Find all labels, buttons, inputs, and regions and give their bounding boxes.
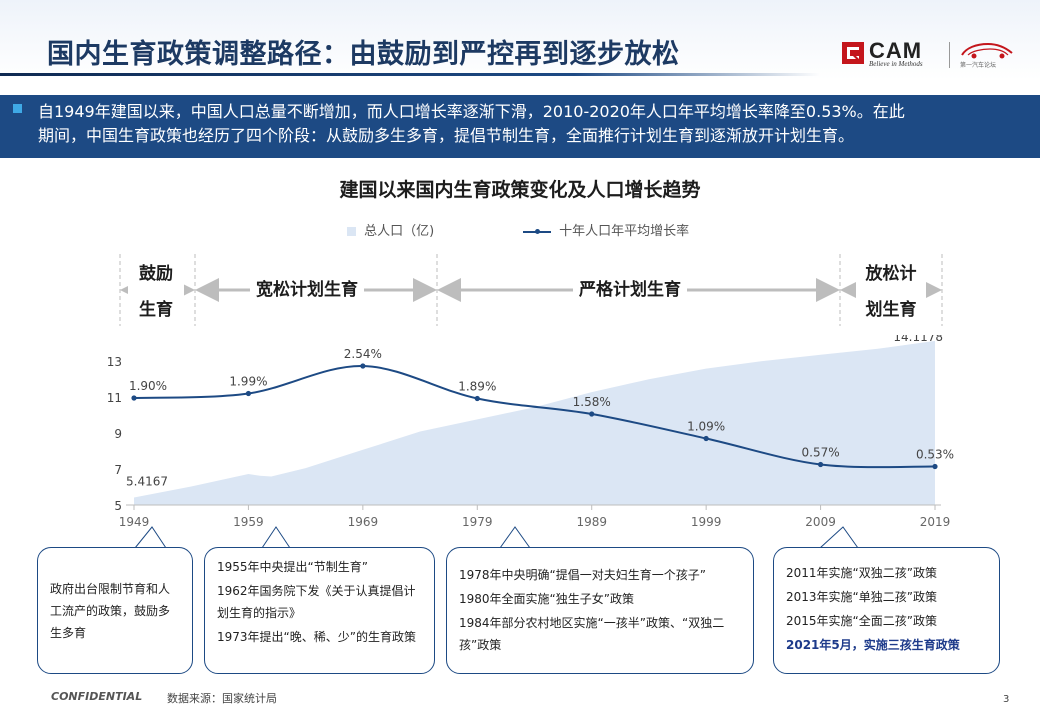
phase-label-strict-planning: 严格计划生育 bbox=[573, 275, 687, 305]
callout-text: 1978年中央明确“提倡一对夫妇生育一个孩子” bbox=[459, 568, 706, 582]
x-axis: 1949 1959 1969 1979 1989 1999 2009 2019 bbox=[119, 504, 951, 529]
callout-text: 2013年实施“单独二孩”政策 bbox=[786, 590, 937, 604]
car-forum-logo: 第一汽车论坛 bbox=[958, 40, 1018, 70]
callout-pointer bbox=[261, 526, 291, 549]
growth-rate-point bbox=[703, 435, 709, 442]
callout-text: 1955年中央提出“节制生育” bbox=[217, 560, 368, 574]
phase-label-line: 鼓励 bbox=[139, 264, 173, 284]
header-background bbox=[0, 0, 1040, 80]
x-tick-label: 2019 bbox=[920, 515, 951, 529]
summary-banner bbox=[0, 95, 1040, 158]
callout-strict-planning: 1978年中央明确“提倡一对夫妇生育一个孩子” 1980年全面实施“独生子女”政… bbox=[446, 547, 754, 674]
growth-rate-label: 1.09% bbox=[687, 420, 725, 434]
cam-logo: CAM Believe in Methods bbox=[842, 38, 952, 70]
legend-item-growth-rate: 十年人口年平均增长率 bbox=[523, 220, 690, 239]
x-tick-label: 1959 bbox=[233, 515, 264, 529]
callout-encourage: 政府出台限制节育和人工流产的政策，鼓励多生多育 bbox=[37, 547, 193, 674]
callout-text: 1973年提出“晚、稀、少”的生育政策 bbox=[217, 630, 416, 644]
callout-pointers bbox=[134, 526, 859, 549]
growth-rate-point bbox=[817, 461, 824, 468]
callout-pointer bbox=[134, 526, 167, 549]
callout-text: 政府出台限制节育和人工流产的政策，鼓励多生多育 bbox=[50, 582, 171, 640]
callout-text: 1980年全面实施“独生子女”政策 bbox=[459, 592, 634, 606]
growth-rate-label: 0.57% bbox=[802, 446, 840, 460]
population-area bbox=[134, 340, 935, 505]
page-number: 3 bbox=[1003, 694, 1010, 705]
growth-rate-line bbox=[133, 364, 936, 469]
growth-rate-point bbox=[245, 390, 252, 397]
confidential-label: CONFIDENTIAL bbox=[51, 690, 143, 703]
growth-rate-line-layer bbox=[131, 363, 938, 470]
callout-loose-planning: 1955年中央提出“节制生育” 1962年国务院下发《关于认真提倡计划生育的指示… bbox=[204, 547, 435, 674]
x-tick-label: 1999 bbox=[691, 515, 722, 529]
cam-logo-mark-icon bbox=[842, 42, 864, 64]
callout-highlight-text: 2021年5月，实施三孩生育政策 bbox=[786, 638, 960, 652]
phase-label-line: 生育 bbox=[139, 300, 173, 320]
growth-rate-point bbox=[589, 411, 595, 417]
legend-growth-rate-label: 十年人口年平均增长率 bbox=[559, 224, 690, 239]
callout-pointer bbox=[819, 526, 859, 549]
x-tick-label: 1989 bbox=[576, 515, 607, 529]
legend-population-label: 总人口（亿) bbox=[364, 224, 435, 239]
legend-area-swatch-icon bbox=[347, 227, 356, 236]
phase-label-line: 放松计 bbox=[865, 264, 917, 284]
callout-relaxed-planning: 2011年实施“双独二孩”政策 2013年实施“单独二孩”政策 2015年实施“… bbox=[773, 547, 1000, 674]
phase-label-loose-planning: 宽松计划生育 bbox=[250, 275, 364, 305]
logo-divider bbox=[949, 42, 950, 68]
y-tick-label: 13 bbox=[107, 355, 122, 369]
population-start-label: 5.4167 bbox=[126, 474, 168, 488]
y-axis: 5 7 9 11 13 bbox=[107, 355, 122, 513]
legend-item-population: 总人口（亿) bbox=[347, 220, 435, 239]
population-growth-chart: 5 7 9 11 13 1949 1959 1969 1979 1989 1999 2009 2019… bbox=[107, 335, 954, 529]
data-source: 数据来源：国家统计局 bbox=[167, 692, 277, 705]
summary-bullet-icon bbox=[13, 104, 22, 113]
growth-rate-point bbox=[932, 463, 938, 470]
data-label-layer: 1.90% 1.99% 2.54% 1.89% 1.58% 1.09% 0.57% 0.53%… bbox=[126, 335, 954, 488]
growth-rate-label: 0.53% bbox=[916, 448, 954, 462]
car-outline-icon bbox=[961, 42, 1013, 59]
population-end-label: 14.1178 bbox=[893, 335, 943, 344]
growth-rate-point bbox=[360, 363, 366, 369]
x-tick-label: 1969 bbox=[348, 515, 379, 529]
growth-rate-label: 1.89% bbox=[458, 380, 496, 394]
callout-pointer bbox=[499, 526, 531, 549]
callout-text: 2015年实施“全面二孩”政策 bbox=[786, 614, 937, 628]
x-tick-label: 2009 bbox=[805, 515, 836, 529]
slide-title: 国内生育政策调整路径：由鼓励到严控再到逐步放松 bbox=[47, 39, 680, 70]
legend-line-swatch-icon bbox=[523, 228, 551, 234]
car-forum-text: 第一汽车论坛 bbox=[960, 62, 997, 69]
title-underline bbox=[0, 73, 820, 76]
phase-label-line: 划生育 bbox=[865, 300, 917, 320]
growth-rate-point bbox=[474, 395, 480, 402]
callout-text: 1962年国务院下发《关于认真提倡计划生育的指示》 bbox=[217, 584, 416, 620]
growth-rate-label: 1.58% bbox=[573, 395, 611, 409]
callout-text: 2011年实施“双独二孩”政策 bbox=[786, 566, 937, 580]
cam-logo-tagline: Believe in Methods bbox=[869, 60, 923, 68]
y-tick-label: 5 bbox=[114, 499, 122, 513]
x-tick-label: 1979 bbox=[462, 515, 493, 529]
y-tick-label: 9 bbox=[114, 427, 122, 441]
y-tick-label: 11 bbox=[107, 391, 122, 405]
callout-text: 1984年部分农村地区实施“一孩半”政策、“双独二孩”政策 bbox=[459, 616, 725, 652]
summary-line-1: 自1949年建国以来，中国人口总量不断增加，而人口增长率逐渐下滑，2010-20… bbox=[38, 102, 905, 121]
phase-label-relaxed-planning: 放松计 划生育 bbox=[856, 259, 926, 325]
chart-title: 建国以来国内生育政策变化及人口增长趋势 bbox=[339, 179, 701, 201]
y-tick-label: 7 bbox=[114, 463, 122, 477]
phase-label-encourage: 鼓励 生育 bbox=[128, 259, 184, 325]
growth-rate-label: 1.90% bbox=[129, 379, 167, 393]
cam-logo-text: CAM bbox=[869, 38, 923, 63]
summary-line-2: 期间，中国生育政策也经历了四个阶段：从鼓励多生多育，提倡节制生育，全面推行计划生… bbox=[38, 126, 855, 145]
growth-rate-label: 1.99% bbox=[229, 375, 267, 389]
population-area-layer bbox=[134, 340, 935, 505]
summary-text: 自1949年建国以来，中国人口总量不断增加，而人口增长率逐渐下滑，2010-20… bbox=[38, 100, 1033, 148]
x-tick-label: 1949 bbox=[119, 515, 150, 529]
growth-rate-label: 2.54% bbox=[344, 347, 382, 361]
growth-rate-point bbox=[131, 395, 137, 401]
